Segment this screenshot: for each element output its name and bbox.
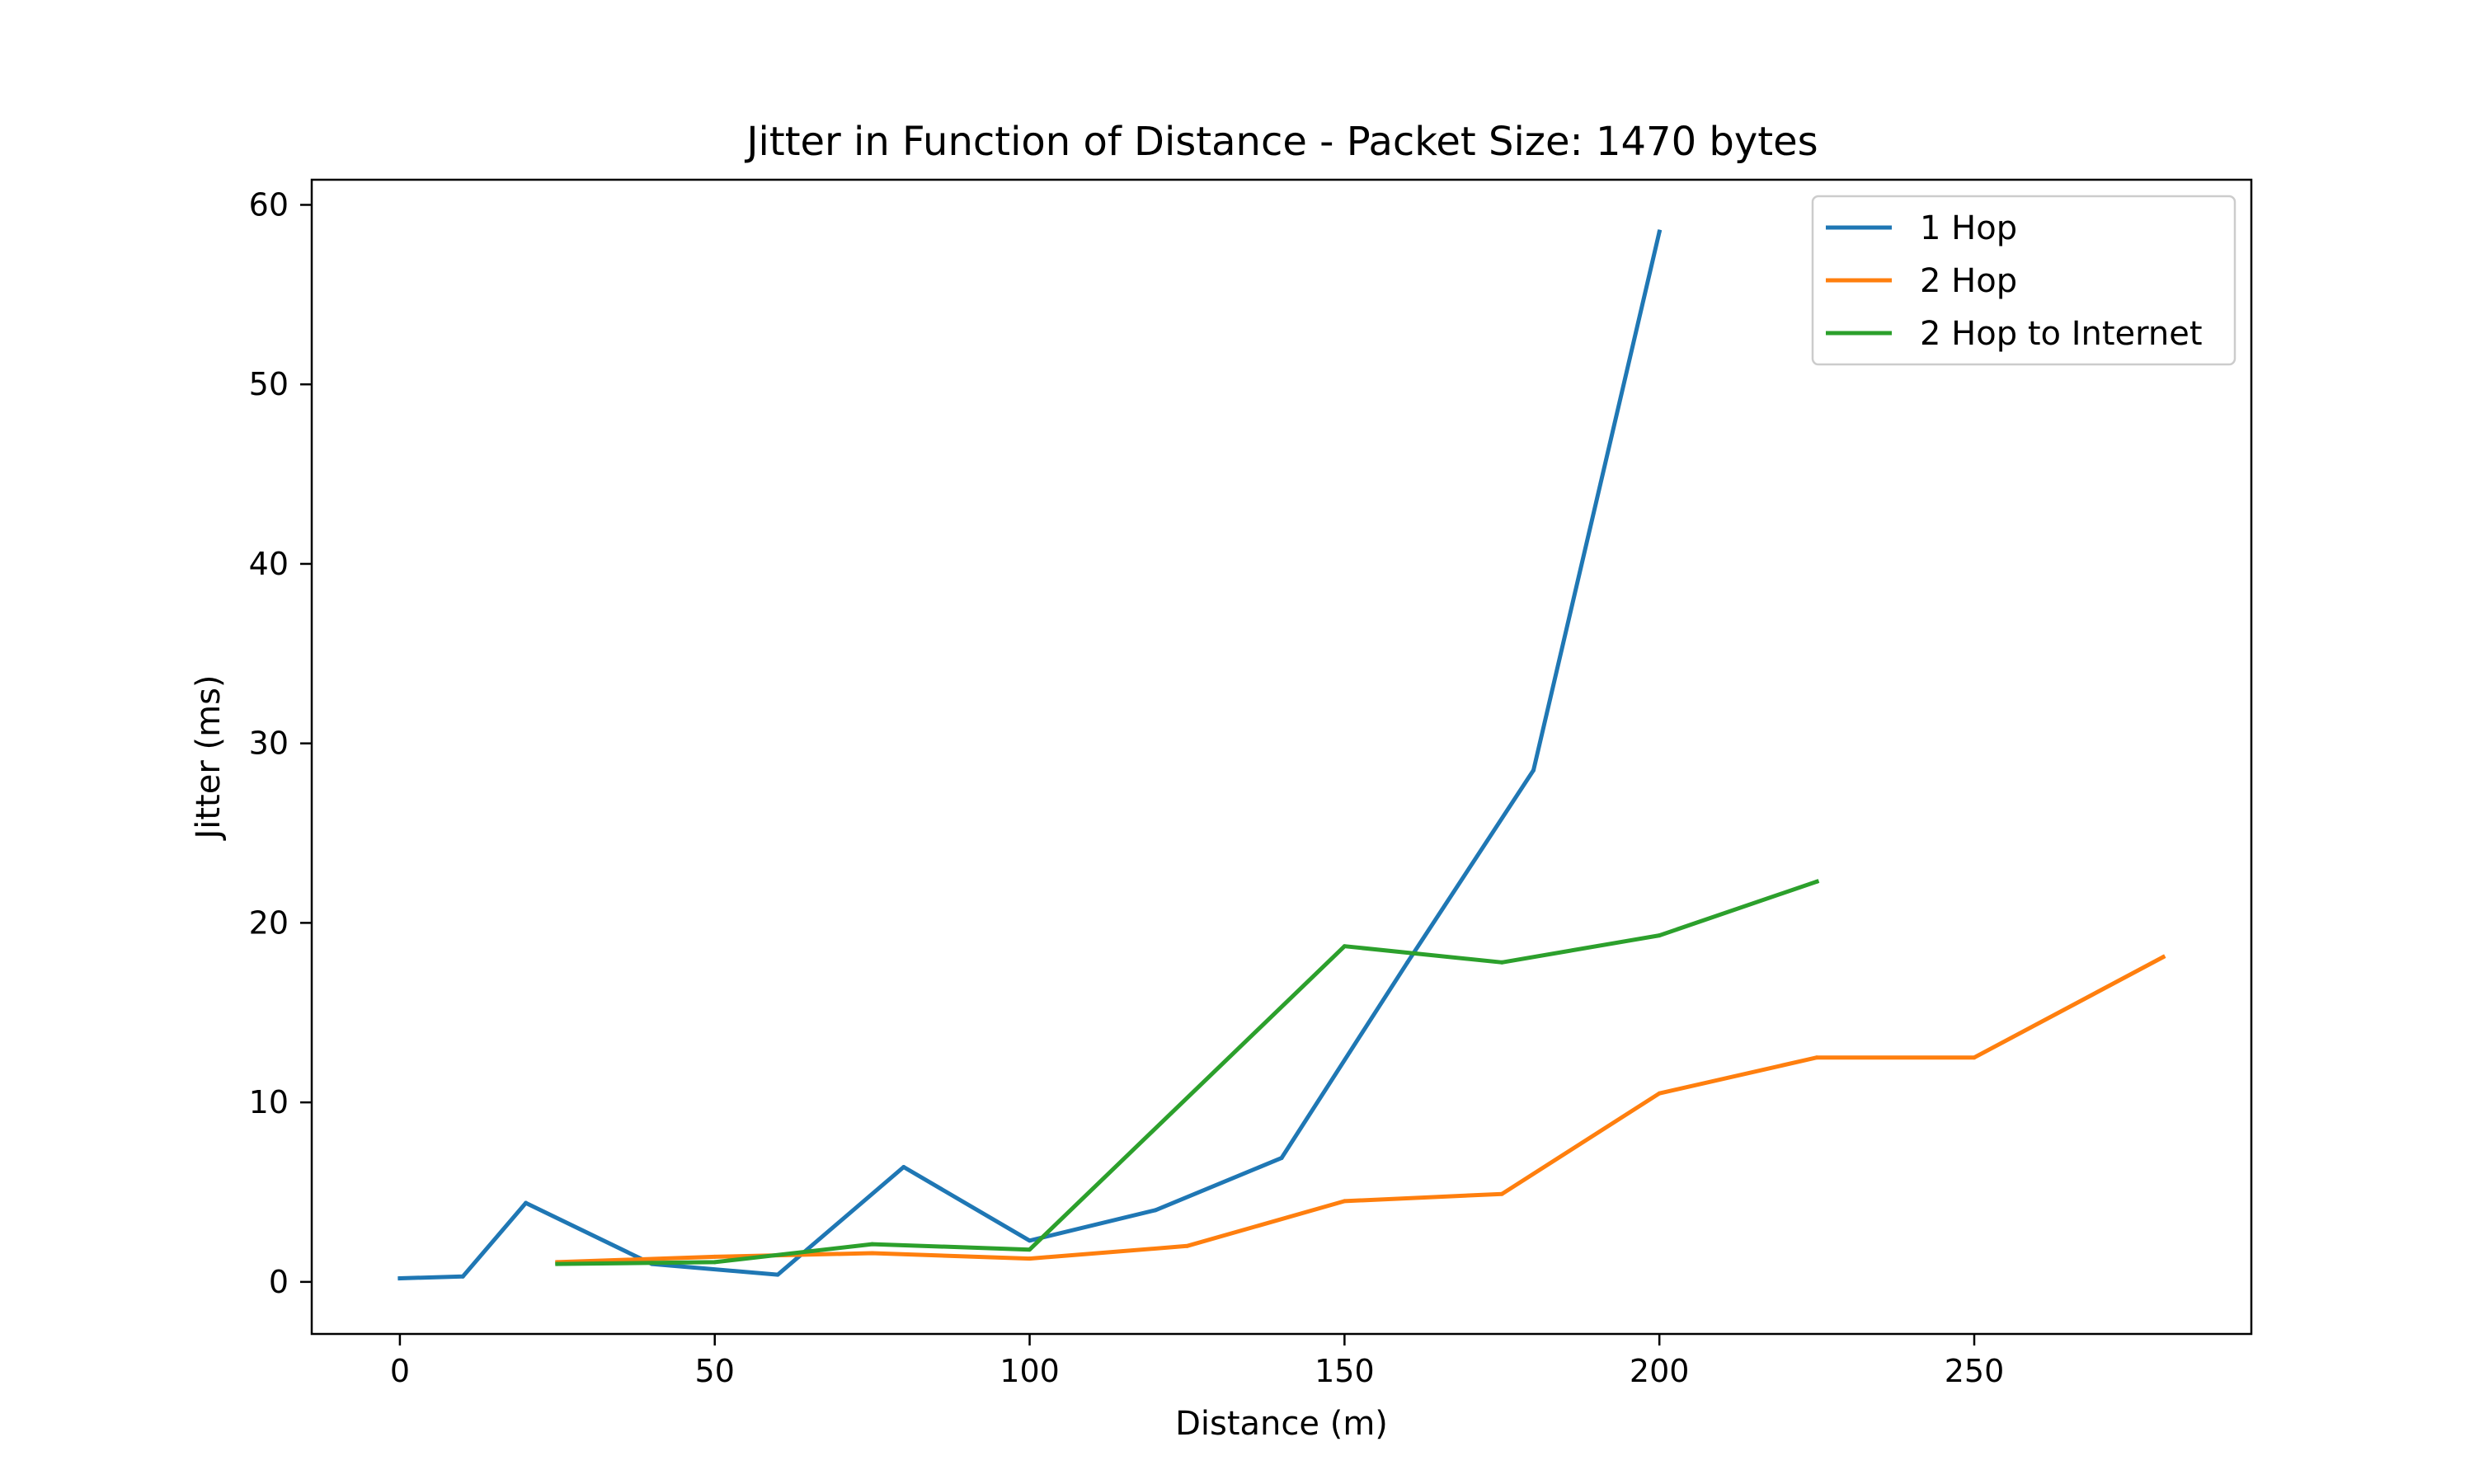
y-tick-label: 10 <box>249 1084 289 1120</box>
y-tick-label: 60 <box>249 186 289 223</box>
series-line-2-hop-to-internet <box>555 879 1820 1266</box>
legend-entry: 1 Hop <box>1826 209 2017 247</box>
data-point <box>1531 768 1536 773</box>
x-tick-label: 100 <box>999 1353 1060 1389</box>
data-point <box>1342 1199 1347 1204</box>
data-point <box>1405 960 1410 965</box>
data-point <box>901 1165 906 1170</box>
data-point <box>870 1242 875 1247</box>
data-point <box>460 1274 465 1279</box>
x-tick-label: 250 <box>1945 1353 2005 1389</box>
legend-box <box>1811 195 2236 366</box>
y-tick-label: 0 <box>269 1264 289 1300</box>
x-axis-label: Distance (m) <box>1175 1405 1388 1443</box>
chart-title: Jitter in Function of Distance - Packet … <box>744 119 1818 165</box>
data-point <box>1499 960 1504 965</box>
ticks-layer: 0 50 100 150 200 250 0 10 20 30 40 50 60 <box>249 186 2005 1389</box>
data-point <box>1028 1238 1032 1243</box>
data-point <box>1657 229 1662 234</box>
y-tick-label: 20 <box>249 904 289 941</box>
data-point <box>1028 1256 1032 1261</box>
data-point <box>1279 1156 1284 1161</box>
data-point <box>713 1260 717 1265</box>
y-tick-label: 50 <box>249 366 289 402</box>
data-point <box>1342 944 1347 949</box>
data-point <box>1657 1091 1662 1096</box>
y-tick-label: 30 <box>249 726 289 762</box>
legend-entries: 1 Hop 2 Hop 2 Hop to Internet <box>1826 209 2203 353</box>
legend-label: 1 Hop <box>1920 209 2017 247</box>
data-point <box>775 1272 780 1277</box>
data-point <box>1499 1191 1504 1196</box>
plot-frame <box>310 178 2253 1336</box>
data-point <box>397 1276 402 1281</box>
legend: 1 Hop 2 Hop 2 Hop to Internet <box>1811 195 2236 366</box>
data-point <box>1657 933 1662 938</box>
data-point <box>555 1261 560 1266</box>
y-tick-label: 40 <box>249 546 289 582</box>
data-point <box>1184 1243 1189 1248</box>
data-point <box>2161 955 2166 960</box>
series-line-2-hop <box>555 954 2166 1265</box>
legend-label: 2 Hop <box>1920 262 2017 300</box>
x-tick-label: 0 <box>390 1353 410 1389</box>
data-point <box>1814 879 1819 884</box>
legend-entry: 2 Hop to Internet <box>1826 315 2203 353</box>
series-layer <box>397 229 2166 1281</box>
legend-entry: 2 Hop <box>1826 262 2017 300</box>
x-tick-label: 200 <box>1630 1353 1690 1389</box>
legend-label: 2 Hop to Internet <box>1920 315 2203 353</box>
data-point <box>713 1254 717 1259</box>
x-tick-label: 50 <box>695 1353 735 1389</box>
data-point <box>1153 1208 1158 1213</box>
x-tick-label: 150 <box>1315 1353 1375 1389</box>
data-point <box>524 1200 529 1205</box>
data-point <box>1028 1247 1032 1252</box>
data-point <box>1972 1055 1977 1060</box>
data-point <box>870 1251 875 1256</box>
series-line-1-hop <box>397 229 1663 1281</box>
y-axis-label: Jitter (ms) <box>190 674 228 841</box>
data-point <box>1814 1055 1819 1060</box>
